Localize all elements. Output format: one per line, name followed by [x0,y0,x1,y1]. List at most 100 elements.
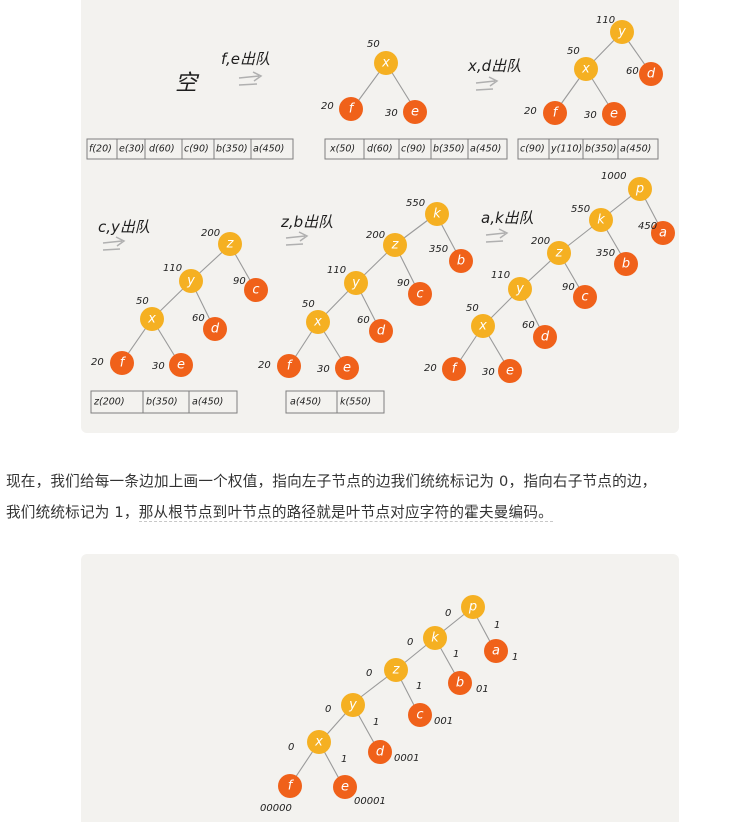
tree-node-label: x [581,62,590,77]
queue-item: a(450) [470,144,501,155]
tree-node [384,658,408,682]
edge-bit: 1 [416,681,422,692]
tree-node-label: d [647,67,656,82]
tree-node [344,271,368,295]
paragraph-text: 我们统统标记为 1， [6,504,139,521]
node-weight: 30 [317,364,330,375]
step3-tree: y x d f e 110 50 60 20 30 [524,15,663,126]
tree-node-label: y [348,698,357,713]
tree-node-label: z [555,246,564,261]
tree-node [140,307,164,331]
tree-node-label: k [597,213,605,228]
tree-node [448,671,472,695]
tree-node-label: a [659,226,667,241]
queue-item: c(90) [520,144,545,155]
tree-node-label: p [468,600,477,615]
tree-node [403,100,427,124]
tree-node-label: b [456,676,464,691]
edge-bit: 0 [407,637,413,648]
node-weight: 200 [201,228,220,239]
edge-bit: 0 [366,668,372,679]
tree-node-label: d [376,745,385,760]
tree-node-label: f [452,362,459,377]
queue-item: e(30) [119,144,144,155]
tree-node [110,351,134,375]
tree-node [368,740,392,764]
tree-node [589,208,613,232]
explanation-paragraph: 现在，我们给每一条边加上画一个权值，指向左子节点的边我们统统标记为 0，指向右子… [6,466,751,528]
tree-node [341,693,365,717]
tree-node-label: b [457,254,465,269]
tree-node [423,626,447,650]
tree-node-label: f [288,779,295,794]
node-weight: 90 [397,278,410,289]
tree-node [574,57,598,81]
queue-item: d(60) [367,144,393,155]
huffman-codes: 1 01 001 0001 00000 00001 [260,652,518,814]
tree-node [383,233,407,257]
huffman-code-tree-svg: p k a z b y c x d f e 0 1 0 1 0 1 0 1 0 … [260,595,518,814]
edge-bit: 1 [341,754,347,765]
tree-node-label: e [343,361,351,376]
tree-node-label: x [147,312,156,327]
step3-queue: c(90) y(110) b(350) a(450) [517,138,659,160]
tree-node-label: a [492,644,500,659]
tree-node [218,232,242,256]
queue-item: a(450) [620,144,651,155]
edge-bit: 1 [373,717,379,728]
arrow-icon [102,236,126,251]
tree-node [307,730,331,754]
tree-node-label: e [506,364,514,379]
huffman-build-steps-svg: 空 f,e出队 f(20) e(30) d(60) c(90) b(350) a… [86,15,675,414]
node-weight: 550 [406,198,425,209]
tree-node [484,639,508,663]
code-label-d: 0001 [394,753,419,764]
node-weight: 110 [163,263,182,274]
tree-node-label: c [416,287,423,302]
edge-bit: 0 [288,742,294,753]
queue-item: z(200) [93,397,125,408]
node-weight: 350 [429,244,448,255]
tree-node-label: x [314,735,323,750]
tree-node-label: e [341,780,349,795]
tree-node [614,252,638,276]
tree-node-label: e [610,107,618,122]
tree-node [651,221,675,245]
step4-tree: z y c x d f e 200 110 90 50 60 20 30 [91,228,268,377]
tree-node-label: z [391,238,400,253]
huffman-build-steps-figure: 空 f,e出队 f(20) e(30) d(60) c(90) b(350) a… [81,0,679,433]
node-weight: 20 [524,106,537,117]
tree-node-label: k [431,631,439,646]
node-weight: 110 [327,265,346,276]
queue-item: a(450) [192,397,223,408]
code-label-c: 001 [434,716,453,727]
queue-item: c(90) [401,144,426,155]
tree-node-label: d [211,322,220,337]
tree-node [278,774,302,798]
node-weight: 60 [192,313,205,324]
node-weight: 550 [571,204,590,215]
tree-node [533,325,557,349]
node-weight: 90 [562,282,575,293]
queue-item: d(60) [149,144,175,155]
arrow-icon [475,76,499,91]
step1-queue: f(20) e(30) d(60) c(90) b(350) a(450) [86,138,294,160]
tree-node [408,703,432,727]
tree-node-label: p [635,182,644,197]
edge-bit: 1 [453,649,459,660]
queue-item: f(20) [89,144,112,155]
tree-node [573,285,597,309]
node-weight: 20 [321,101,334,112]
code-label-e: 00001 [354,796,386,807]
tree-node-label: y [515,282,524,297]
arrow-icon [485,228,509,243]
tree-node-label: c [252,283,259,298]
tree-node-label: e [177,358,185,373]
node-weight: 50 [136,296,149,307]
queue-item: b(350) [433,144,465,155]
tree-node [306,310,330,334]
tree-node [374,51,398,75]
node-weight: 110 [596,15,615,26]
tree-node [244,278,268,302]
tree-node [628,177,652,201]
